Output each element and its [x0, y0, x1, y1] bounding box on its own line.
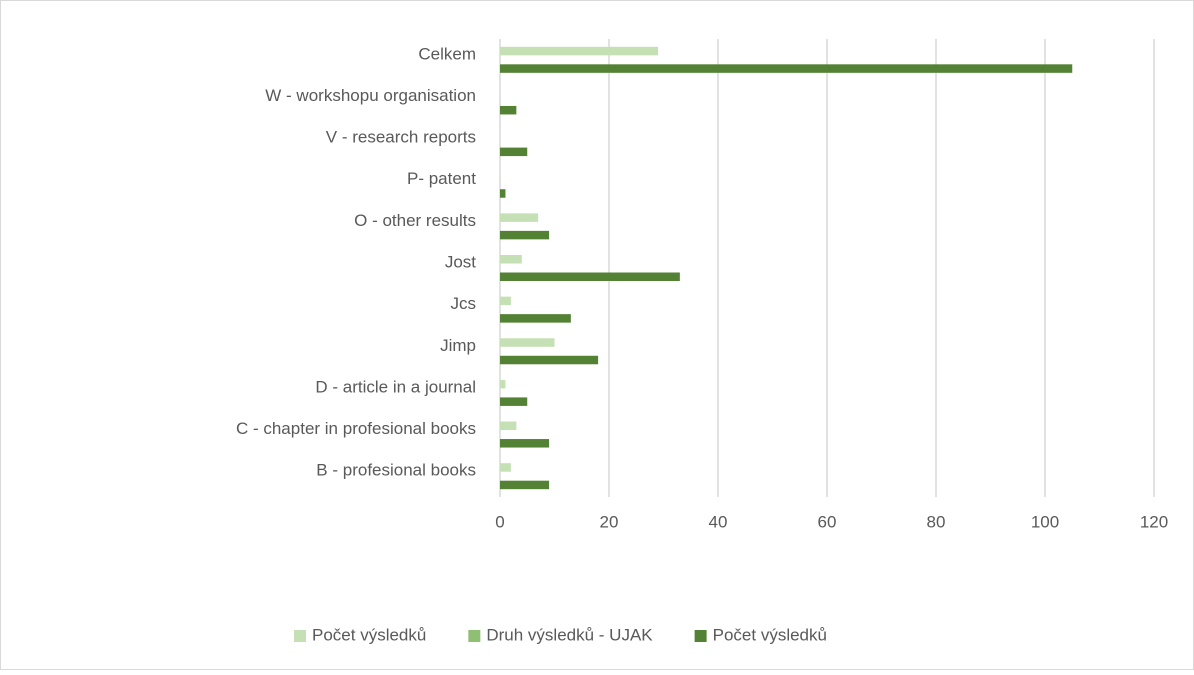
legend-swatch [294, 630, 306, 642]
legend-swatch [468, 630, 481, 642]
bar [500, 314, 571, 323]
y-tick-label: O - other results [354, 211, 476, 230]
bar [500, 213, 539, 222]
bar [500, 272, 680, 281]
y-tick-label: Jost [445, 252, 476, 271]
bar [500, 189, 506, 198]
y-tick-label: Jcs [451, 294, 477, 313]
bar [500, 105, 517, 115]
x-tick-label: 100 [1031, 512, 1059, 531]
y-tick-label: W - workshopu organisation [265, 86, 476, 105]
bar [500, 480, 550, 490]
x-tick-label: 0 [495, 512, 504, 531]
y-tick-label: B - profesional books [316, 461, 476, 480]
y-tick-label: Jimp [440, 336, 476, 355]
bar [500, 397, 528, 406]
y-tick-label: C - chapter in profesional books [236, 419, 476, 438]
bar [500, 463, 511, 472]
bar [500, 355, 599, 365]
x-tick-label: 80 [927, 512, 946, 531]
bar [500, 147, 528, 157]
legend-swatch [694, 630, 707, 642]
bar [500, 338, 555, 347]
legend-label: Počet výsledků [312, 625, 426, 644]
bar [500, 46, 659, 56]
legend-label: Druh výsledků - UJAK [486, 625, 653, 644]
bar [500, 64, 1073, 73]
y-tick-label: V - research reports [326, 128, 476, 147]
x-tick-label: 120 [1140, 512, 1168, 531]
legend-label: Počet výsledků [713, 625, 827, 644]
y-tick-label: Celkem [418, 44, 476, 63]
y-tick-label: D - article in a journal [315, 377, 476, 396]
x-tick-label: 60 [818, 512, 837, 531]
bar [500, 255, 522, 264]
bar [500, 379, 506, 389]
x-tick-label: 40 [709, 512, 728, 531]
bar [500, 421, 517, 431]
y-tick-label: P- patent [407, 169, 476, 188]
bar [500, 296, 511, 306]
x-tick-label: 20 [600, 512, 619, 531]
bar [500, 230, 550, 240]
bar [500, 439, 550, 448]
